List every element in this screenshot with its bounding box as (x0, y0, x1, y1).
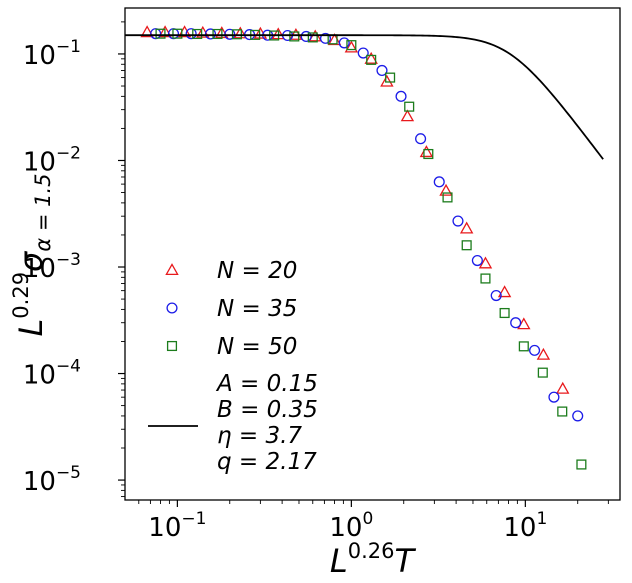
fit-curve (125, 34, 604, 160)
data-point-square (461, 240, 472, 251)
data-point-square (231, 29, 243, 40)
legend-marker-triangle (165, 263, 179, 276)
data-point-triangle (344, 40, 359, 53)
legend-label: N = 35 (217, 296, 297, 322)
data-point-circle (338, 37, 350, 49)
data-point-square (518, 341, 529, 352)
data-point-triangle (478, 256, 493, 269)
data-point-triangle (380, 74, 394, 87)
data-point-square (499, 307, 510, 319)
data-point-triangle (497, 285, 512, 298)
legend: N = 20 N = 35 N = 50 A = 0.15B = 0.35η = 3.… (148, 258, 318, 475)
fit-line (125, 34, 604, 160)
data-point-circle (510, 317, 522, 329)
data-point-circle (376, 64, 388, 77)
y-axis-label: L0.29σα = 1.5 (9, 173, 55, 336)
data-point-circle (319, 32, 332, 44)
axis-labels: L0.26T L0.29σα = 1.5 (9, 173, 417, 580)
legend-marker-square (166, 340, 178, 352)
data-point-triangle (556, 381, 570, 394)
data-point-circle (433, 176, 445, 188)
data-point-triangle (364, 51, 378, 64)
data-point-triangle (536, 347, 551, 360)
legend-marker-circle (166, 302, 178, 314)
data-point-square (289, 31, 300, 42)
data-markers (140, 25, 587, 470)
data-point-circle (185, 28, 197, 40)
data-point-square (423, 148, 434, 160)
legend-fit-param: A = 0.15 (215, 371, 318, 397)
data-point-square (385, 72, 396, 83)
data-point-circle (357, 47, 369, 59)
data-point-square (576, 459, 587, 470)
legend-label: N = 50 (217, 334, 297, 360)
data-point-circle (452, 215, 464, 227)
legend-label: N = 20 (217, 258, 297, 284)
plot-area (124, 7, 621, 501)
data-point-square (366, 54, 377, 65)
data-point-triangle (459, 221, 474, 234)
data-point-square (172, 28, 183, 39)
data-point-triangle (400, 109, 415, 122)
legend-fit-param: q = 2.17 (217, 449, 317, 475)
y-tick-label: 10−2 (23, 143, 81, 177)
x-axis-label: L0.26T (330, 539, 417, 580)
data-point-triangle (233, 26, 248, 39)
data-point-square (307, 32, 318, 43)
data-point-triangle (419, 145, 434, 158)
data-point-triangle (439, 183, 453, 196)
data-point-circle (529, 344, 541, 356)
data-point-triangle (253, 26, 268, 39)
y-tick-label: 10−4 (23, 357, 81, 391)
data-point-circle (572, 410, 584, 422)
data-point-square (557, 406, 568, 417)
data-point-square (212, 28, 223, 40)
data-point-triangle (140, 25, 154, 38)
legend-fit-param: η = 3.7 (217, 423, 302, 449)
data-point-square (480, 273, 491, 284)
data-point-circle (471, 254, 483, 267)
data-point-circle (415, 133, 427, 145)
data-point-circle (224, 28, 236, 40)
y-tick-label: 10−5 (23, 463, 81, 497)
y-tick-label: 10−3 (23, 250, 81, 284)
data-point-circle (204, 28, 217, 40)
data-point-square (192, 28, 203, 40)
x-tick-label: 10−1 (148, 509, 206, 543)
data-point-circle (490, 289, 502, 302)
y-tick-label: 10−1 (23, 37, 81, 71)
data-point-square (346, 40, 357, 51)
data-point-circle (395, 90, 407, 102)
legend-fit-param: B = 0.35 (217, 397, 318, 423)
x-tick-label: 101 (503, 509, 547, 543)
data-point-circle (300, 30, 312, 42)
data-point-square (155, 28, 166, 39)
data-point-square (537, 367, 548, 378)
data-point-square (442, 192, 453, 203)
data-point-circle (548, 391, 560, 403)
x-tick-label: 100 (329, 509, 373, 543)
data-point-square (404, 101, 415, 112)
axis-ticks: 10−1 100 101 10−1 10−2 10−3 10−4 10−5 (23, 21, 609, 543)
